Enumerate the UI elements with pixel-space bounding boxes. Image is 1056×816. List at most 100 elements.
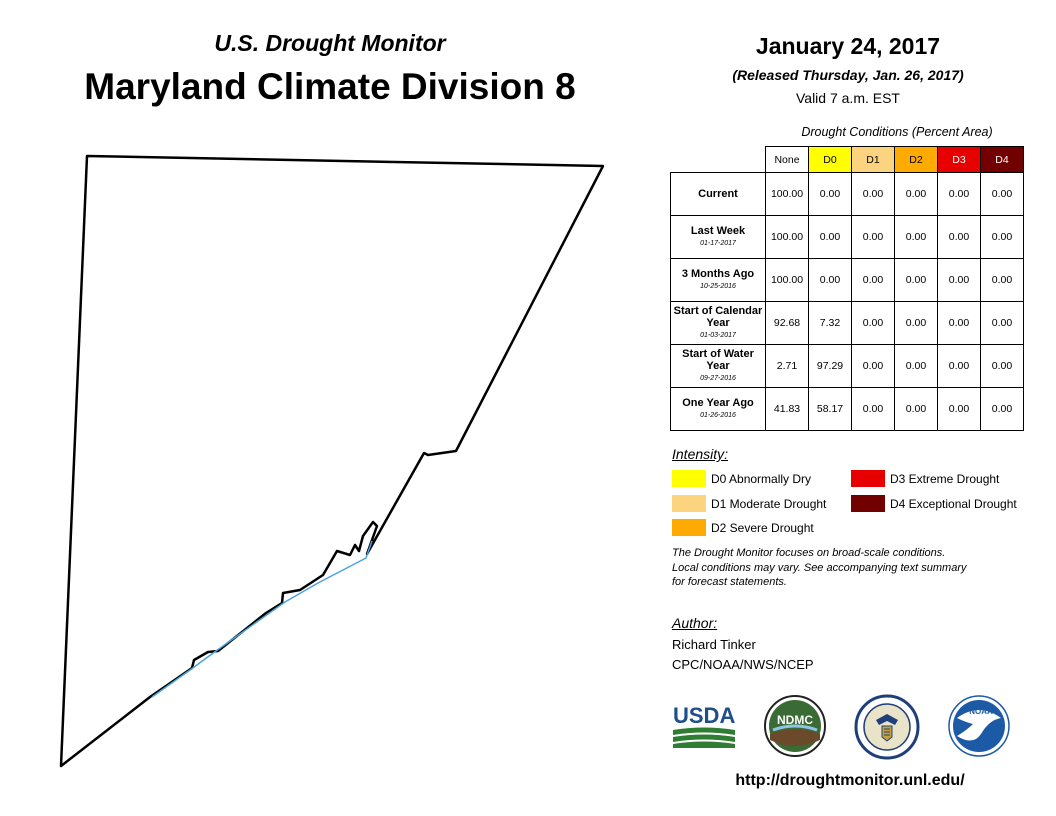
river-line — [151, 540, 373, 698]
table-cell: 0.00 — [980, 258, 1024, 302]
legend-swatch — [851, 470, 885, 487]
commerce-seal-logo — [854, 694, 920, 760]
row-date: 01-26-2016 — [700, 411, 736, 419]
table-cell: 0.00 — [980, 172, 1024, 216]
legend-swatch — [672, 519, 706, 536]
row-header: Start of Water Year 09-27-2016 — [670, 344, 766, 388]
row-label: One Year Ago — [682, 396, 754, 409]
legend-item-d3: D3 Extreme Drought — [851, 470, 999, 487]
row-header: 3 Months Ago 10-25-2016 — [670, 258, 766, 302]
column-header: D4 — [980, 146, 1024, 173]
table-cell: 100.00 — [765, 172, 809, 216]
table-cell: 0.00 — [808, 258, 852, 302]
table-cell: 0.00 — [851, 301, 895, 345]
legend-label: D4 Exceptional Drought — [890, 496, 1017, 511]
table-cell: 41.83 — [765, 387, 809, 431]
conditions-table: None D0 D1 D2 D3 D4 Current 100.00 0.00 … — [670, 146, 1024, 431]
row-label: Start of Calendar Year — [673, 304, 763, 329]
map-title: Maryland Climate Division 8 — [84, 66, 576, 107]
table-cell: 0.00 — [808, 172, 852, 216]
table-cell: 0.00 — [980, 301, 1024, 345]
column-header: D0 — [808, 146, 852, 173]
table-cell: 2.71 — [765, 344, 809, 388]
table-cell: 0.00 — [980, 344, 1024, 388]
table-cell: 97.29 — [808, 344, 852, 388]
row-label: Current — [698, 188, 738, 200]
table-cell: 0.00 — [937, 301, 981, 345]
legend-label: D1 Moderate Drought — [711, 496, 827, 511]
table-row: One Year Ago 01-26-2016 41.83 58.17 0.00 … — [670, 387, 1024, 431]
legend-swatch — [851, 495, 885, 512]
row-label: 3 Months Ago — [681, 267, 755, 280]
usda-logo-text: USDA — [673, 703, 735, 728]
row-date: 09-27-2016 — [700, 374, 736, 382]
table-cell: 0.00 — [980, 387, 1024, 431]
table-cell: 0.00 — [980, 215, 1024, 259]
row-header: One Year Ago 01-26-2016 — [670, 387, 766, 431]
table-cell: 58.17 — [808, 387, 852, 431]
legend-swatch — [672, 470, 706, 487]
legend-item-d2: D2 Severe Drought — [672, 519, 814, 536]
table-cell: 0.00 — [937, 344, 981, 388]
table-cell: 100.00 — [765, 258, 809, 302]
noaa-logo-text: NOAA — [969, 707, 993, 716]
table-cell: 7.32 — [808, 301, 852, 345]
author-name: Richard Tinker — [672, 637, 756, 652]
website-link[interactable]: http://droughtmonitor.unl.edu/ — [735, 772, 965, 789]
table-cell: 0.00 — [894, 301, 938, 345]
table-row: Current 100.00 0.00 0.00 0.00 0.00 0.00 — [670, 172, 1024, 216]
legend-label: D0 Abnormally Dry — [711, 471, 812, 486]
table-cell: 0.00 — [937, 215, 981, 259]
column-header: None — [765, 146, 809, 173]
table-cell: 0.00 — [937, 172, 981, 216]
table-row: Start of Water Year 09-27-2016 2.71 97.29… — [670, 344, 1024, 388]
noaa-logo: NOAA — [948, 695, 1010, 757]
table-cell: 0.00 — [937, 258, 981, 302]
table-cell: 0.00 — [851, 215, 895, 259]
table-cell: 0.00 — [851, 258, 895, 302]
row-header: Current — [670, 172, 766, 216]
table-cell: 0.00 — [937, 387, 981, 431]
row-label: Start of Water Year — [682, 347, 754, 372]
author-org: CPC/NOAA/NWS/NCEP — [672, 657, 814, 672]
column-header: D3 — [937, 146, 981, 173]
row-header: Start of Calendar Year 01-03-2017 — [670, 301, 766, 345]
conditions-title: Drought Conditions (Percent Area) — [801, 125, 993, 139]
ndmc-logo: NDMC — [764, 695, 826, 757]
table-cell: 0.00 — [894, 258, 938, 302]
table-cell: 92.68 — [765, 301, 809, 345]
row-label: Last Week — [690, 224, 746, 237]
column-header: D1 — [851, 146, 895, 173]
table-row: Start of Calendar Year 01-03-2017 92.68 7… — [670, 301, 1024, 345]
usda-logo: USDA — [673, 703, 735, 748]
intensity-title: Intensity: — [672, 446, 729, 462]
row-date: 01-17-2017 — [700, 239, 736, 247]
row-header: Last Week 01-17-2017 — [670, 215, 766, 259]
note-line: The Drought Monitor focuses on broad-sca… — [672, 547, 946, 559]
table-row: 3 Months Ago 10-25-2016 100.00 0.00 0.00 … — [670, 258, 1024, 302]
ndmc-logo-text: NDMC — [777, 713, 813, 727]
division-map — [59, 154, 605, 768]
column-header: D2 — [894, 146, 938, 173]
table-cell: 0.00 — [851, 387, 895, 431]
table-cell: 0.00 — [894, 172, 938, 216]
table-cell: 0.00 — [894, 387, 938, 431]
table-cell: 0.00 — [894, 215, 938, 259]
table-cell: 0.00 — [851, 344, 895, 388]
legend-item-d0: D0 Abnormally Dry — [672, 470, 811, 487]
legend-swatch — [672, 495, 706, 512]
division-boundary — [59, 154, 605, 768]
legend-item-d1: D1 Moderate Drought — [672, 495, 826, 512]
row-date: 10-25-2016 — [700, 282, 736, 290]
map-subtitle: U.S. Drought Monitor — [214, 30, 446, 56]
legend-label: D2 Severe Drought — [711, 520, 814, 535]
map-date: January 24, 2017 — [755, 33, 941, 59]
row-date: 01-03-2017 — [700, 331, 736, 339]
table-cell: 0.00 — [851, 172, 895, 216]
legend-item-d4: D4 Exceptional Drought — [851, 495, 1017, 512]
note-line: for forecast statements. — [672, 576, 787, 588]
table-cell: 100.00 — [765, 215, 809, 259]
legend-label: D3 Extreme Drought — [890, 471, 1000, 486]
table-header-row: None D0 D1 D2 D3 D4 — [671, 146, 1024, 173]
table-cell: 0.00 — [894, 344, 938, 388]
